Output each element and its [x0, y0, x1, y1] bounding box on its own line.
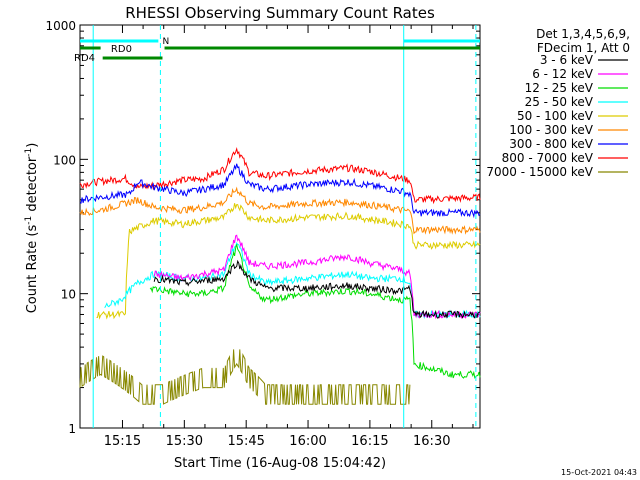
y-tick-label: 10: [61, 288, 76, 302]
x-tick-label: 15:15: [104, 434, 141, 449]
footer-date: 15-Oct-2021 04:43: [561, 468, 637, 477]
legend-label: 800 - 7000 keV: [502, 151, 594, 165]
instrument-bars: RD0 RD4 N: [74, 25, 480, 428]
rd0-label: RD0: [111, 44, 132, 55]
legend: Det 1,3,4,5,6,9, FDecim 1, Att 0 3 - 6 k…: [486, 27, 630, 179]
series-lines: [79, 147, 481, 405]
series-line-4: [96, 203, 481, 320]
x-axis-label: Start Time (16-Aug-08 15:04:42): [174, 456, 386, 471]
rd4-label: RD4: [74, 53, 95, 64]
series-line-6: [79, 163, 481, 219]
legend-label: 25 - 50 keV: [525, 95, 594, 109]
plot-frame: [79, 24, 481, 429]
x-tick-label: 15:45: [227, 434, 264, 449]
series-line-1: [153, 234, 481, 320]
series-line-8: [79, 349, 411, 405]
series-line-5: [79, 186, 481, 235]
n-label: N: [162, 37, 169, 47]
x-tick-label: 16:00: [289, 434, 326, 449]
legend-label: 300 - 800 keV: [509, 137, 593, 151]
x-tick-label: 15:30: [166, 434, 203, 449]
legend-label: 7000 - 15000 keV: [486, 165, 593, 179]
x-tick-label: 16:30: [413, 434, 450, 449]
legend-label: 3 - 6 keV: [540, 53, 594, 67]
legend-label: 6 - 12 keV: [532, 67, 594, 81]
y-tick-label: 1: [68, 422, 76, 436]
series-line-0: [153, 259, 481, 319]
y-axis-label: Count Rate (s-1 detector-1): [24, 143, 40, 314]
series-line-7: [79, 147, 481, 205]
x-tick-label: 16:15: [351, 434, 388, 449]
y-tick-label: 1000: [45, 19, 76, 33]
legend-header-line-1: Det 1,3,4,5,6,9,: [536, 27, 630, 41]
legend-label: 50 - 100 keV: [517, 109, 594, 123]
plot-axes: 1 10 100 1000 15:15 15:30 15:45 16:00 16:15 16:30: [45, 19, 481, 449]
y-tick-label: 100: [53, 153, 76, 167]
series-line-2: [149, 244, 481, 379]
chart-title: RHESSI Observing Summary Count Rates: [125, 4, 435, 22]
legend-label: 12 - 25 keV: [525, 81, 594, 95]
legend-header-line-2: FDecim 1, Att 0: [537, 41, 630, 55]
legend-label: 100 - 300 keV: [509, 123, 593, 137]
